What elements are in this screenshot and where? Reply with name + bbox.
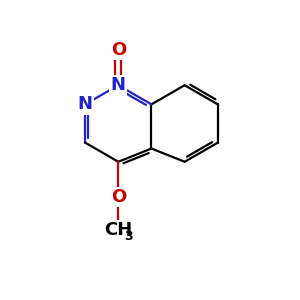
Text: N: N	[111, 76, 126, 94]
Text: O: O	[111, 188, 126, 206]
Text: N: N	[78, 95, 93, 113]
Text: 3: 3	[124, 230, 133, 242]
Text: O: O	[111, 41, 126, 59]
Text: CH: CH	[104, 220, 132, 238]
